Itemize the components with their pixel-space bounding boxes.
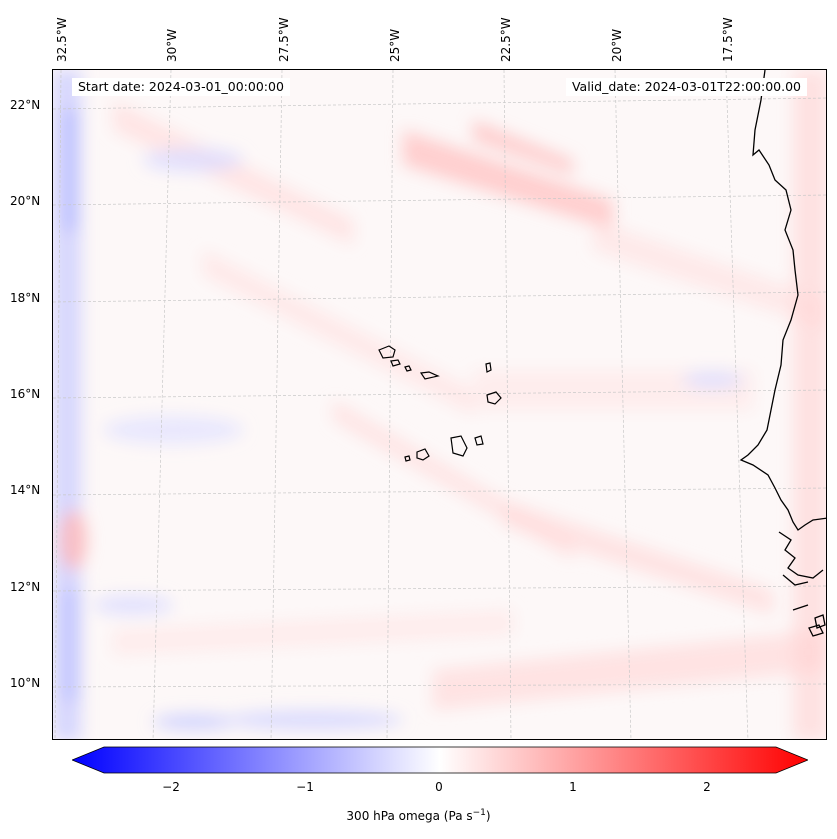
lat-label-14n: 14°N: [10, 483, 41, 497]
lon-label-32-5w: 32.5°W: [55, 17, 69, 62]
lat-label-12n: 12°N: [10, 580, 41, 594]
valid-date-label: Valid_date: 2024-03-01T22:00:00.00: [565, 78, 807, 96]
colorbar-tick-1: 1: [569, 780, 577, 794]
island-santo-antao: [378, 345, 396, 359]
colorbar-tick-minus-1: −1: [296, 780, 314, 794]
lon-label-17-5w: 17.5°W: [721, 17, 735, 62]
island-sal: [485, 362, 492, 373]
island-santiago: [450, 435, 468, 457]
lon-label-22-5w: 22.5°W: [499, 17, 513, 62]
island-brava: [404, 455, 411, 462]
cape-verde-islands: [378, 345, 502, 462]
island-boa-vista: [486, 391, 502, 405]
island-sao-nicolau: [419, 371, 440, 380]
island-maio: [474, 435, 484, 446]
lat-label-20n: 20°N: [10, 194, 41, 208]
lon-label-27-5w: 27.5°W: [277, 17, 291, 62]
map-field: [53, 70, 826, 739]
colorbar-gradient: [72, 746, 808, 774]
island-santa-luzia: [404, 365, 412, 372]
lat-label-22n: 22°N: [10, 98, 41, 112]
island-sao-vicente: [390, 359, 401, 367]
colorbar-label: 300 hPa omega (Pa s−1): [346, 808, 491, 823]
colorbar-tick-2: 2: [703, 780, 711, 794]
lon-label-30w: 30°W: [165, 28, 179, 62]
coastline: [739, 70, 826, 637]
graticule: [53, 70, 826, 739]
lat-label-16n: 16°N: [10, 387, 41, 401]
colorbar-tick-minus-2: −2: [162, 780, 180, 794]
lat-label-18n: 18°N: [10, 291, 41, 305]
map-panel[interactable]: Start date: 2024-03-01_00:00:00 Valid_da…: [52, 69, 827, 740]
lon-label-20w: 20°W: [610, 28, 624, 62]
lat-label-10n: 10°N: [10, 676, 41, 690]
start-date-label: Start date: 2024-03-01_00:00:00: [72, 78, 290, 96]
colorbar: [72, 746, 808, 774]
island-fogo: [416, 448, 430, 461]
lon-label-25w: 25°W: [388, 28, 402, 62]
colorbar-tick-0: 0: [435, 780, 443, 794]
